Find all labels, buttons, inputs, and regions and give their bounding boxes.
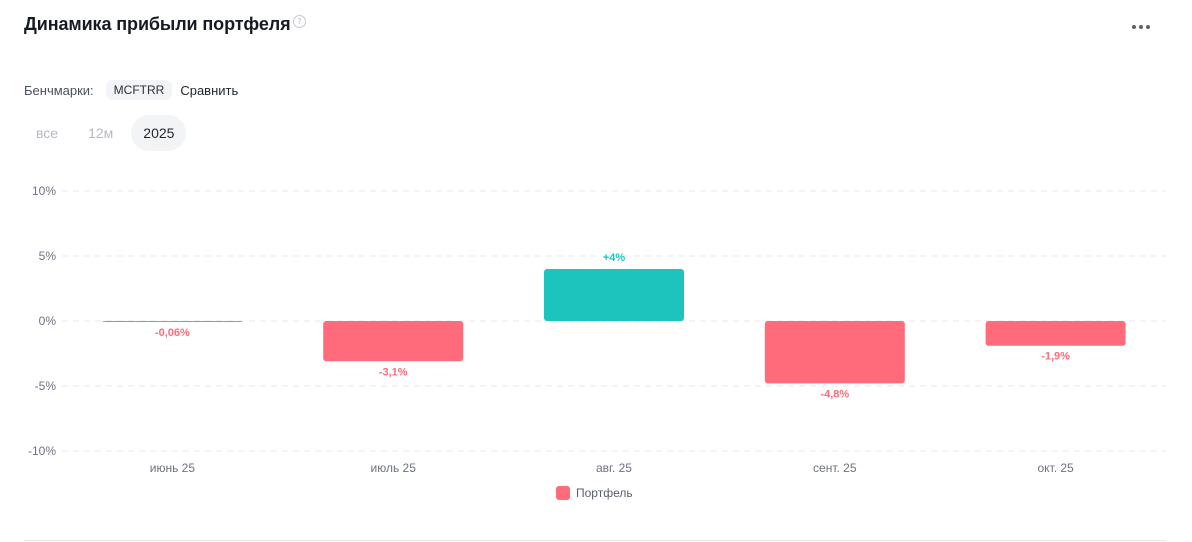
more-options-button[interactable] bbox=[1128, 18, 1154, 36]
bar bbox=[102, 321, 243, 322]
benchmark-chip-mcftrr[interactable]: MCFTRR bbox=[105, 80, 173, 100]
y-tick-label: 10% bbox=[32, 184, 56, 198]
more-dot-icon bbox=[1139, 25, 1143, 29]
tab-12m[interactable]: 12м bbox=[88, 125, 114, 141]
period-tabs: все 12м 2025 bbox=[24, 115, 192, 151]
data-label: -1,9% bbox=[1041, 351, 1070, 363]
bar bbox=[544, 269, 684, 321]
legend-swatch bbox=[556, 486, 570, 500]
data-label: -3,1% bbox=[379, 366, 408, 378]
y-tick-label: -10% bbox=[28, 444, 56, 458]
data-label: -4,8% bbox=[820, 388, 849, 400]
tab-all[interactable]: все bbox=[36, 125, 59, 141]
y-tick-label: 0% bbox=[39, 314, 57, 328]
question-circle-icon[interactable]: ? bbox=[293, 15, 306, 28]
page-title: Динамика прибыли портфеля bbox=[24, 14, 291, 34]
benchmarks-row: Бенчмарки: MCFTRR Сравнить bbox=[24, 79, 238, 101]
y-tick-label: 5% bbox=[39, 249, 57, 263]
x-tick-label: июль 25 bbox=[371, 461, 417, 475]
bar bbox=[985, 321, 1126, 346]
x-tick-label: окт. 25 bbox=[1037, 461, 1074, 475]
x-tick-label: июнь 25 bbox=[150, 461, 196, 475]
y-tick-label: -5% bbox=[35, 379, 57, 393]
data-label: -0,06% bbox=[155, 327, 190, 339]
x-tick-label: сент. 25 bbox=[813, 461, 857, 475]
compare-button[interactable]: Сравнить bbox=[180, 82, 239, 98]
more-dot-icon bbox=[1146, 25, 1150, 29]
more-dot-icon bbox=[1132, 25, 1136, 29]
legend-label: Портфель bbox=[576, 486, 633, 500]
divider bbox=[24, 540, 1166, 541]
profit-bar-chart: 10% 5% 0% -5% -10% -0,06% июнь 25 -3,1% июль 25 +… bbox=[28, 184, 1166, 475]
tab-2025[interactable]: 2025 bbox=[131, 115, 187, 151]
x-tick-label: авг. 25 bbox=[596, 461, 632, 475]
bar bbox=[323, 321, 464, 362]
bar bbox=[764, 321, 905, 384]
data-label: +4% bbox=[603, 252, 626, 264]
chart-legend[interactable]: Портфель bbox=[556, 486, 633, 500]
benchmarks-label: Бенчмарки: bbox=[24, 82, 94, 98]
